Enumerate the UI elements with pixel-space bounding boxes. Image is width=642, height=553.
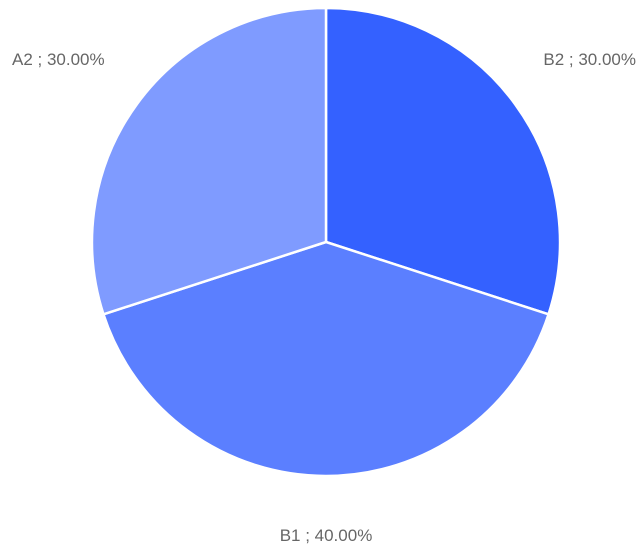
- pie-slices: [90, 6, 562, 478]
- slice-b1: [101, 240, 551, 478]
- slice-label-b1: B1 ; 40.00%: [280, 526, 373, 545]
- slice-label-a2: A2 ; 30.00%: [12, 50, 105, 69]
- slice-b2: [324, 6, 562, 316]
- slice-a2: [90, 6, 328, 316]
- slice-label-b2: B2 ; 30.00%: [543, 50, 636, 69]
- pie-labels: B2 ; 30.00% B1 ; 40.00% A2 ; 30.00%: [12, 50, 636, 545]
